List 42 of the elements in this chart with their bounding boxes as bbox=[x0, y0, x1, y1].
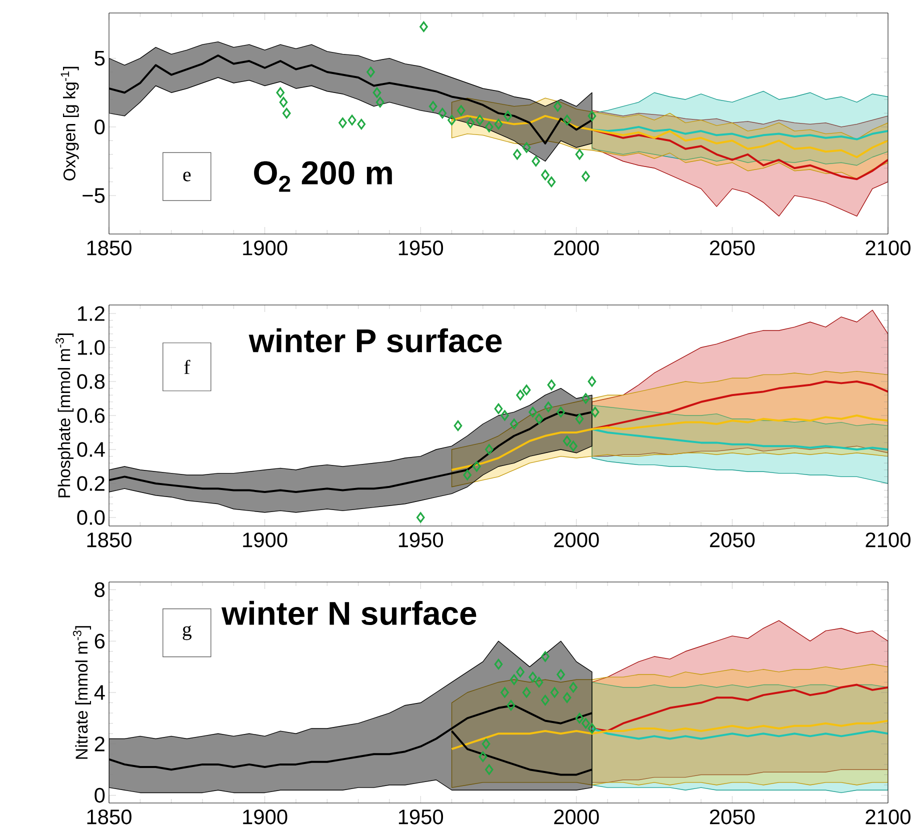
annotation: O$_{2}$ 200 m bbox=[254, 161, 392, 192]
y-tick-label: 0.8 bbox=[77, 374, 105, 389]
y-tick-label: 0.2 bbox=[77, 476, 104, 491]
y-tick-label: 0.6 bbox=[77, 408, 105, 423]
x-tick-label: 1900 bbox=[243, 810, 288, 824]
x-tick-label: 2050 bbox=[710, 240, 755, 256]
x-tick-label: 2050 bbox=[710, 532, 755, 548]
x-tick-label: 1900 bbox=[243, 240, 288, 256]
x-tick-label: 2100 bbox=[866, 810, 910, 824]
y-tick-label: 1.2 bbox=[78, 306, 104, 321]
x-tick-label: 2100 bbox=[866, 532, 910, 548]
y-tick-label: 6 bbox=[94, 634, 105, 649]
y-tick-label: 4 bbox=[94, 685, 105, 700]
y-axis-title: Phosphate [mmol m$^{-3}$] bbox=[56, 334, 74, 498]
y-tick-label: 0.4 bbox=[77, 442, 105, 457]
y-tick-label: 1.0 bbox=[78, 340, 105, 355]
y-tick-label: 0.0 bbox=[77, 510, 105, 525]
x-tick-label: 1950 bbox=[398, 810, 444, 824]
x-tick-label: 2000 bbox=[554, 810, 599, 824]
y-axis-title: Nitrate [mmol m$^{-3}$] bbox=[72, 626, 92, 759]
x-tick-label: 1900 bbox=[243, 532, 288, 548]
y-tick-label: 0 bbox=[94, 120, 105, 134]
x-tick-label: 2100 bbox=[866, 240, 910, 256]
x-tick-label: 2000 bbox=[554, 532, 599, 548]
x-tick-label: 1850 bbox=[87, 532, 132, 548]
x-tick-label: 1850 bbox=[87, 810, 132, 824]
annotation: winter P surface bbox=[248, 328, 502, 352]
x-tick-label: 1950 bbox=[398, 532, 444, 548]
annotation: g bbox=[182, 626, 192, 640]
x-tick-label: 1850 bbox=[87, 240, 132, 256]
y-tick-label: −5 bbox=[82, 188, 105, 203]
y-tick-label: 5 bbox=[94, 50, 105, 66]
y-tick-label: 0 bbox=[94, 788, 105, 803]
annotation: e bbox=[183, 172, 191, 182]
x-tick-label: 2000 bbox=[554, 240, 599, 256]
y-axis-title: Oxygen [g kg$^{-1}$] bbox=[60, 66, 79, 180]
x-tick-label: 1950 bbox=[398, 240, 444, 256]
y-tick-label: 2 bbox=[94, 736, 104, 752]
x-tick-label: 2050 bbox=[710, 810, 755, 824]
y-tick-label: 8 bbox=[94, 582, 105, 598]
annotation: winter N surface bbox=[221, 600, 476, 626]
annotation: f bbox=[184, 360, 190, 374]
